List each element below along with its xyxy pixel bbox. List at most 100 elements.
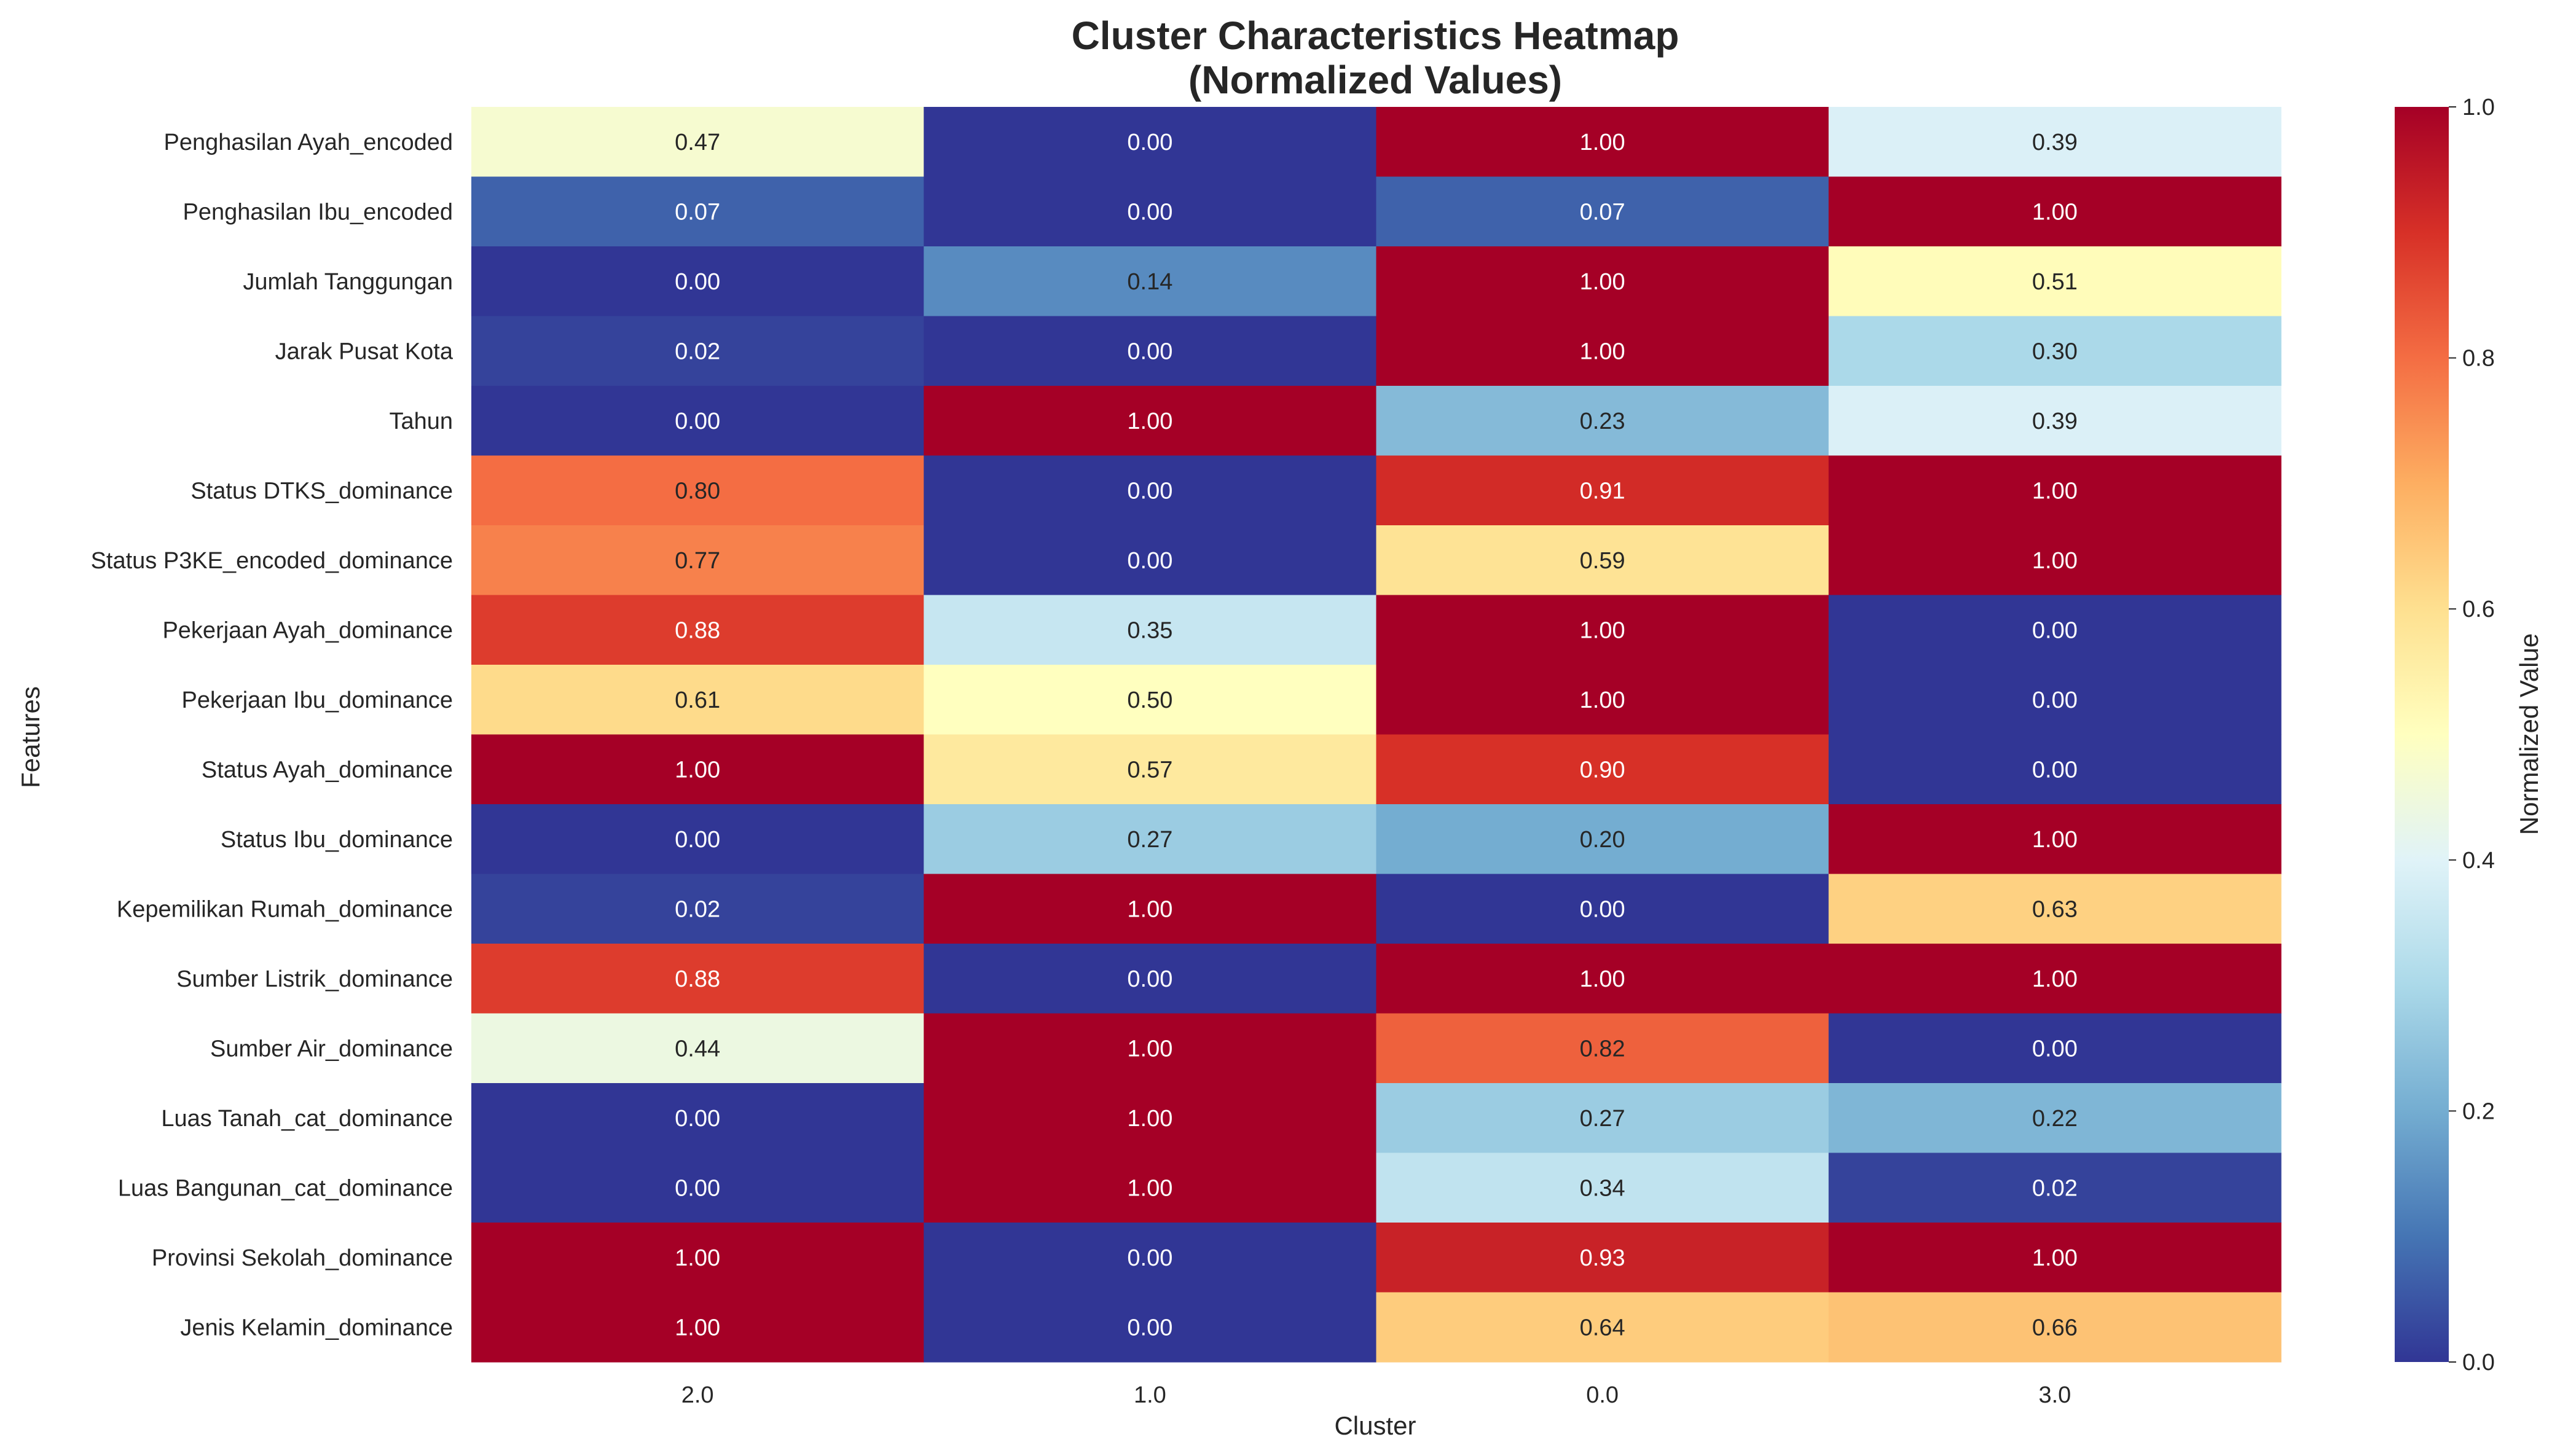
cell-value-label: 0.59 [1580, 548, 1625, 574]
heatmap-cell [1828, 595, 2282, 665]
cell-value-label: 1.00 [1580, 339, 1625, 364]
heatmap-cell [471, 1153, 924, 1223]
heatmap-cell [471, 176, 924, 247]
row-tick-label: Jumlah Tanggungan [243, 269, 453, 295]
colorbar [2395, 107, 2449, 1362]
cell-value-label: 0.27 [1580, 1106, 1625, 1132]
row-tick-label: Kepemilikan Rumah_dominance [117, 896, 453, 922]
cell-value-label: 1.00 [1580, 617, 1625, 643]
cell-value-label: 0.22 [2032, 1106, 2078, 1132]
heatmap-cell [1828, 316, 2282, 386]
row-tick-label: Penghasilan Ayah_encoded [164, 130, 453, 155]
cell-value-label: 0.00 [1127, 548, 1172, 574]
colorbar-tick-label: 0.4 [2462, 848, 2495, 874]
heatmap-cell [1828, 874, 2282, 944]
heatmap-cell [1376, 1292, 1829, 1363]
row-tick-label: Luas Bangunan_cat_dominance [118, 1175, 453, 1201]
row-tick-label: Jenis Kelamin_dominance [180, 1315, 453, 1341]
cell-value-label: 1.00 [675, 1245, 720, 1271]
heatmap-cell [471, 944, 924, 1014]
heatmap-cell [1828, 665, 2282, 735]
row-tick-label: Status DTKS_dominance [190, 478, 453, 504]
column-tick-label: 3.0 [2038, 1382, 2071, 1408]
heatmap-cell [924, 176, 1377, 247]
cell-value-label: 0.93 [1580, 1245, 1625, 1271]
colorbar-tick-label: 0.2 [2462, 1098, 2495, 1124]
heatmap-cells: 0.47 0.00 1.00 0.39 0.07 0.00 0.07 1.00 0.00 0.14… [471, 107, 2282, 1363]
cell-value-label: 1.00 [2032, 478, 2078, 504]
colorbar-tick-label: 0.0 [2462, 1350, 2495, 1376]
cell-value-label: 0.00 [675, 409, 720, 434]
cell-value-label: 0.44 [675, 1036, 720, 1062]
row-tick-label: Status Ibu_dominance [221, 827, 453, 853]
row-tick-label: Jarak Pusat Kota [275, 339, 453, 364]
heatmap-cell [1828, 734, 2282, 805]
cell-value-label: 0.61 [675, 687, 720, 713]
cell-value-label: 0.88 [675, 617, 720, 643]
x-axis-label: Cluster [1334, 1411, 1416, 1440]
heatmap-cell [471, 1013, 924, 1084]
heatmap-cell [924, 386, 1377, 456]
cell-value-label: 0.51 [2032, 269, 2078, 295]
heatmap-cell [1376, 386, 1829, 456]
heatmap-cell [1828, 1292, 2282, 1363]
colorbar-ticks: 0.0 0.2 0.4 0.6 0.8 1.0 [2449, 95, 2495, 1376]
heatmap-cell [1828, 804, 2282, 875]
row-tick-label: Pekerjaan Ibu_dominance [181, 687, 453, 713]
cell-value-label: 0.30 [2032, 339, 2078, 364]
heatmap-cell [924, 1153, 1377, 1223]
colorbar-tick-label: 1.0 [2462, 95, 2495, 120]
cell-value-label: 0.02 [2032, 1175, 2078, 1201]
colorbar-tick-label: 0.8 [2462, 346, 2495, 372]
heatmap-cell [1376, 1153, 1829, 1223]
heatmap-cell [1828, 176, 2282, 247]
cell-value-label: 0.02 [675, 896, 720, 922]
heatmap-cell [1376, 1013, 1829, 1084]
heatmap-cell [1828, 1153, 2282, 1223]
heatmap-cell [1828, 944, 2282, 1014]
heatmap-cell [924, 455, 1377, 526]
heatmap-cell [1376, 1223, 1829, 1293]
cell-value-label: 0.80 [675, 478, 720, 504]
cell-value-label: 1.00 [675, 1315, 720, 1341]
heatmap-cell [1828, 525, 2282, 596]
column-tick-label: 0.0 [1586, 1382, 1619, 1408]
heatmap-cell [1828, 386, 2282, 456]
heatmap-cell [1376, 734, 1829, 805]
cell-value-label: 0.00 [2032, 757, 2078, 783]
heatmap-cell [471, 1292, 924, 1363]
cell-value-label: 1.00 [1580, 966, 1625, 992]
cell-value-label: 0.90 [1580, 757, 1625, 783]
heatmap-cell [1828, 246, 2282, 317]
y-axis-label: Features [16, 686, 45, 788]
heatmap-cell [1376, 1083, 1829, 1154]
heatmap-cell [471, 1223, 924, 1293]
heatmap-cell [471, 246, 924, 317]
cell-value-label: 1.00 [1127, 1036, 1172, 1062]
row-tick-label: Sumber Air_dominance [210, 1036, 453, 1062]
cell-value-label: 0.91 [1580, 478, 1625, 504]
cell-value-label: 0.14 [1127, 269, 1172, 295]
cell-value-label: 0.02 [675, 339, 720, 364]
heatmap-cell [924, 1013, 1377, 1084]
heatmap-cell [471, 665, 924, 735]
cell-value-label: 0.07 [675, 199, 720, 225]
heatmap-cell [924, 107, 1377, 178]
heatmap-cell [1828, 107, 2282, 178]
cell-value-label: 1.00 [1127, 409, 1172, 434]
row-tick-label: Status Ayah_dominance [202, 757, 453, 783]
heatmap-cell [1376, 455, 1829, 526]
cell-value-label: 1.00 [2032, 827, 2078, 853]
heatmap-cell [471, 525, 924, 596]
row-tick-label: Sumber Listrik_dominance [176, 966, 453, 992]
heatmap-cell [924, 944, 1377, 1014]
heatmap-cell [1376, 804, 1829, 875]
heatmap-cell [924, 665, 1377, 735]
cell-value-label: 0.50 [1127, 687, 1172, 713]
cell-value-label: 0.64 [1580, 1315, 1625, 1341]
cell-value-label: 0.00 [675, 1106, 720, 1132]
heatmap-cell [1376, 944, 1829, 1014]
cell-value-label: 1.00 [2032, 199, 2078, 225]
cell-value-label: 0.57 [1127, 757, 1172, 783]
cell-value-label: 1.00 [675, 757, 720, 783]
